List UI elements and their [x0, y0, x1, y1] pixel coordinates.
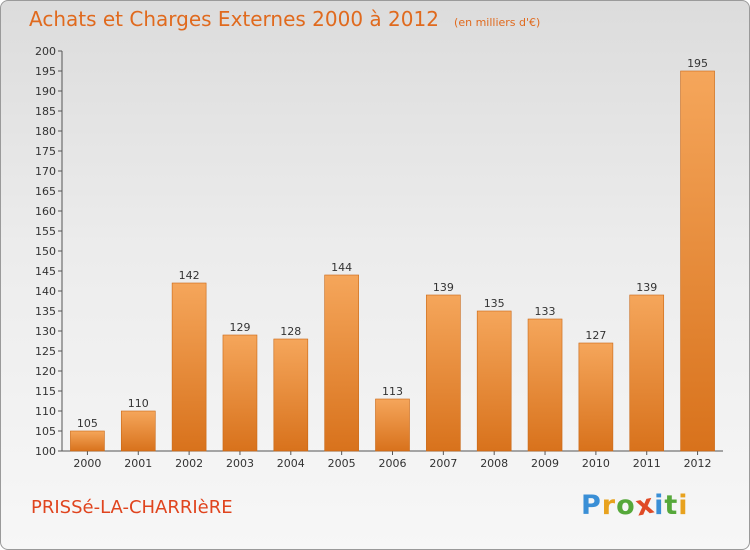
x-tick-label: 2009	[531, 457, 559, 470]
x-tick-label: 2000	[73, 457, 101, 470]
y-tick-label: 150	[35, 245, 56, 258]
y-tick-label: 200	[35, 45, 56, 58]
x-tick-label: 2003	[226, 457, 254, 470]
y-tick-label: 190	[35, 85, 56, 98]
bar-2002	[171, 282, 207, 452]
y-tick-label: 160	[35, 205, 56, 218]
bar-value-label: 139	[636, 281, 657, 294]
brand-logo-letter: i	[678, 490, 689, 521]
y-tick-label: 100	[35, 445, 56, 458]
bar-2012	[680, 70, 715, 452]
chart-title: Achats et Charges Externes 2000 à 2012	[29, 7, 439, 31]
bar-2000	[70, 430, 105, 452]
bar-value-label: 105	[77, 417, 98, 430]
bar-value-label: 144	[331, 261, 352, 274]
x-tick-label: 2012	[684, 457, 712, 470]
bar-value-label: 139	[433, 281, 454, 294]
bar-value-label: 142	[179, 269, 200, 282]
x-tick-label: 2005	[328, 457, 356, 470]
y-tick-label: 170	[35, 165, 56, 178]
bar-2010	[578, 342, 614, 452]
bar-value-label: 129	[229, 321, 250, 334]
commune-name: PRISSé-LA-CHARRIèRE	[31, 497, 233, 518]
y-tick-label: 110	[35, 405, 56, 418]
x-tick-label: 2004	[277, 457, 305, 470]
x-tick-label: 2007	[429, 457, 457, 470]
bar-2003	[222, 334, 258, 452]
y-tick-label: 185	[35, 105, 56, 118]
y-tick-label: 125	[35, 345, 56, 358]
x-tick-label: 2001	[124, 457, 152, 470]
y-tick-label: 115	[35, 385, 56, 398]
bar-value-label: 135	[484, 297, 505, 310]
y-tick-label: 145	[35, 265, 56, 278]
y-tick-label: 195	[35, 65, 56, 78]
bar-2001	[120, 410, 156, 452]
x-tick-label: 2006	[379, 457, 407, 470]
y-tick-label: 180	[35, 125, 56, 138]
bar-2007	[426, 294, 461, 452]
bar-2006	[375, 398, 410, 452]
brand-logo-letter: i	[654, 490, 665, 521]
y-tick-label: 135	[35, 305, 56, 318]
y-tick-label: 165	[35, 185, 56, 198]
bar-2005	[324, 274, 359, 452]
brand-logo-letter: r	[601, 490, 617, 521]
x-tick-label: 2002	[175, 457, 203, 470]
bar-value-label: 128	[280, 325, 301, 338]
bar-value-label: 110	[128, 397, 149, 410]
y-tick-label: 140	[35, 285, 56, 298]
y-tick-label: 120	[35, 365, 56, 378]
x-tick-label: 2010	[582, 457, 610, 470]
bar-value-label: 127	[585, 329, 606, 342]
brand-logo-letter: P	[581, 490, 602, 521]
brand-logo-letter: o	[616, 490, 636, 521]
bar-value-label: 113	[382, 385, 403, 398]
y-tick-label: 130	[35, 325, 56, 338]
x-tick-label: 2008	[480, 457, 508, 470]
bar-2011	[629, 294, 665, 452]
y-tick-label: 105	[35, 425, 56, 438]
bar-value-label: 195	[687, 57, 708, 70]
bar-2009	[527, 318, 563, 452]
brand-logo-letter: t	[664, 490, 679, 521]
brand-logo: Proxiti	[581, 488, 689, 522]
bar-2008	[476, 310, 512, 452]
y-tick-label: 155	[35, 225, 56, 238]
bar-2004	[273, 338, 309, 452]
x-tick-label: 2011	[633, 457, 661, 470]
bar-value-label: 133	[535, 305, 556, 318]
chart-subtitle: (en milliers d'€)	[454, 16, 541, 29]
y-tick-label: 175	[35, 145, 56, 158]
title-row: Achats et Charges Externes 2000 à 2012 (…	[29, 7, 540, 31]
